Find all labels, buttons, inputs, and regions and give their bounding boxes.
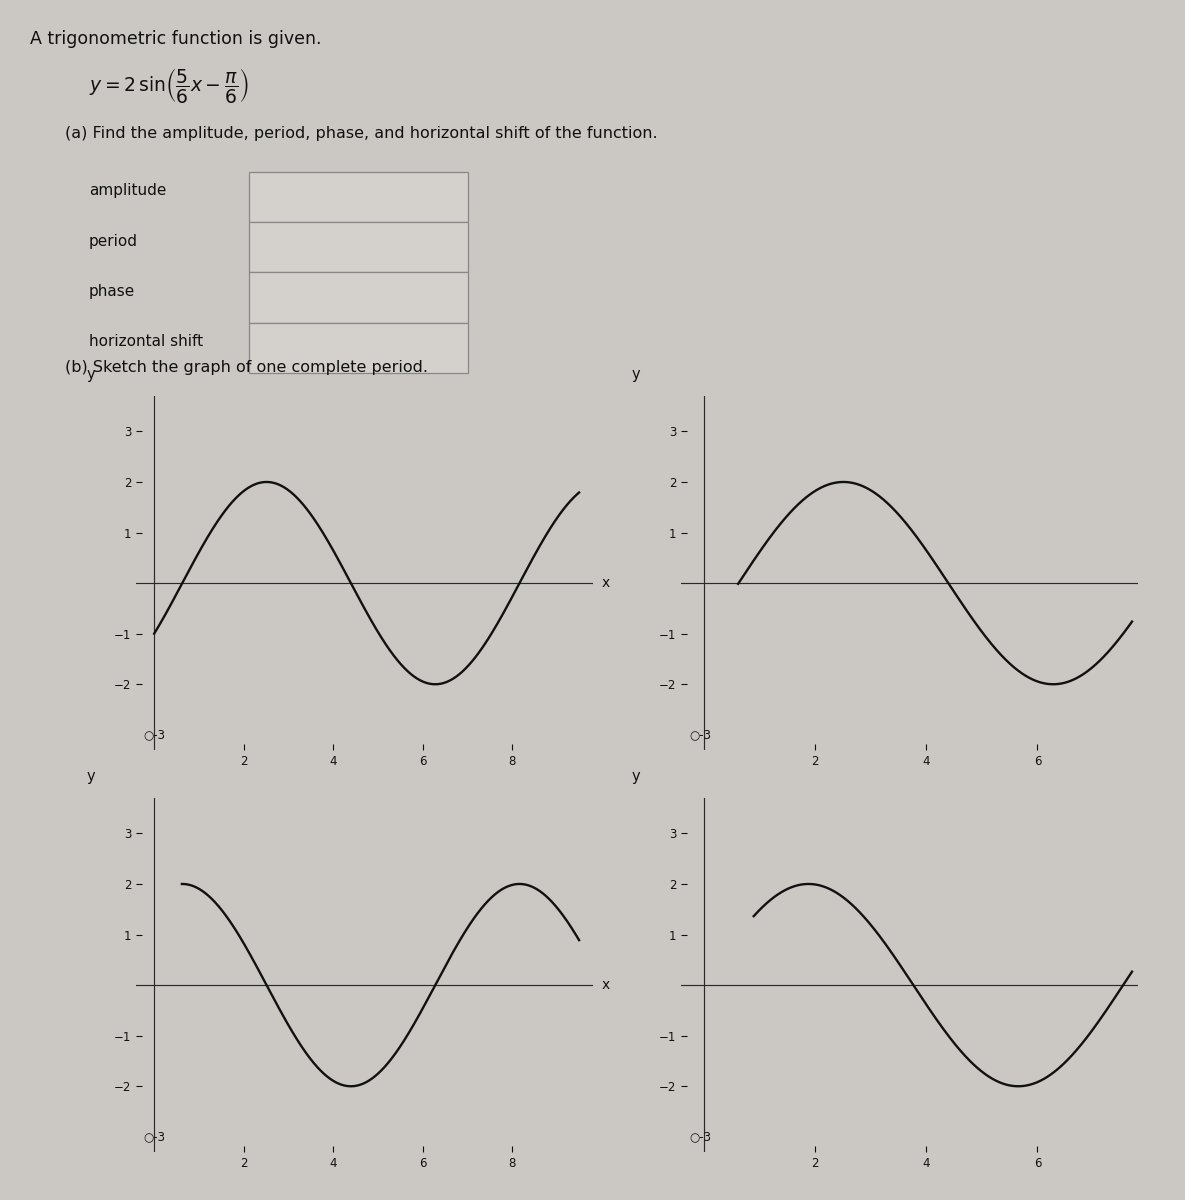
Text: ○-3: ○-3 — [143, 728, 165, 742]
Text: amplitude: amplitude — [89, 184, 166, 198]
Text: ○-3: ○-3 — [690, 728, 712, 742]
Text: ○-3: ○-3 — [690, 1130, 712, 1144]
Text: y: y — [87, 769, 95, 784]
Text: horizontal shift: horizontal shift — [89, 335, 203, 349]
Text: period: period — [89, 234, 137, 248]
Text: $y = 2\,\sin\!\left(\dfrac{5}{6}x - \dfrac{\pi}{6}\right)$: $y = 2\,\sin\!\left(\dfrac{5}{6}x - \dfr… — [89, 66, 249, 104]
Text: y: y — [87, 367, 95, 382]
Text: (b) Sketch the graph of one complete period.: (b) Sketch the graph of one complete per… — [65, 360, 428, 374]
Text: x: x — [602, 576, 610, 590]
Text: y: y — [632, 367, 640, 382]
Text: y: y — [632, 769, 640, 784]
Text: (a) Find the amplitude, period, phase, and horizontal shift of the function.: (a) Find the amplitude, period, phase, a… — [65, 126, 658, 140]
Text: x: x — [602, 978, 610, 992]
Text: ○-3: ○-3 — [143, 1130, 165, 1144]
Text: phase: phase — [89, 284, 135, 299]
Text: A trigonometric function is given.: A trigonometric function is given. — [30, 30, 321, 48]
